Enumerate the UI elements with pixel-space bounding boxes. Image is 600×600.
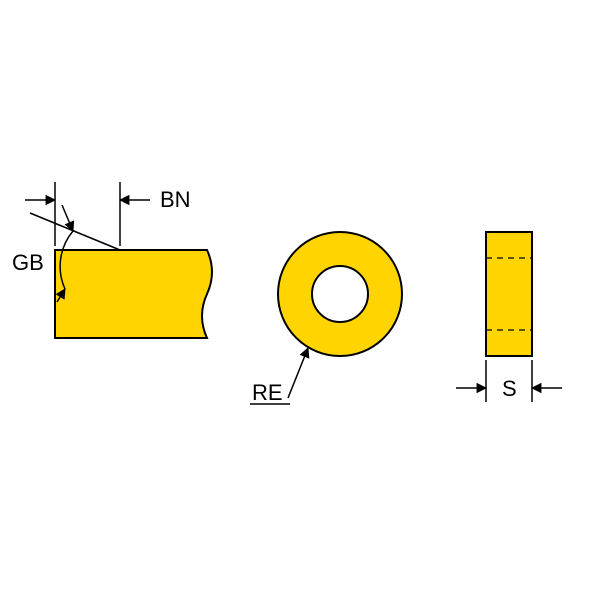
label-re: RE — [252, 380, 283, 405]
label-s: S — [502, 376, 517, 401]
cross-section-shape — [55, 250, 212, 338]
side-rect — [486, 232, 532, 356]
label-bn: BN — [160, 187, 191, 212]
label-gb: GB — [12, 250, 44, 275]
ring-hole — [312, 266, 368, 322]
ring-front-view: RE — [250, 232, 402, 405]
side-thickness-view: S — [456, 232, 562, 402]
left-cross-section: BN GB — [12, 182, 212, 338]
technical-drawing: BN GB RE S — [0, 0, 600, 600]
re-leader — [288, 348, 308, 398]
